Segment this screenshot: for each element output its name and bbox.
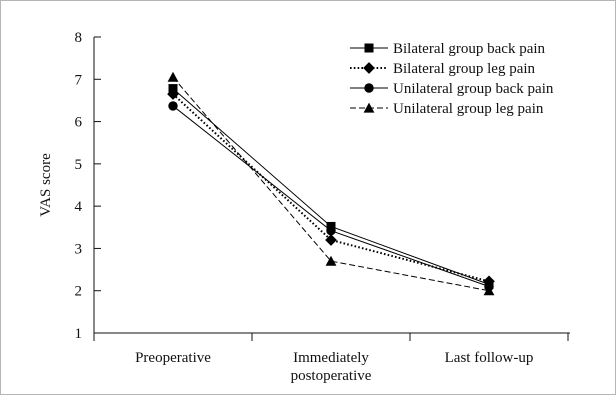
series-point (325, 234, 337, 246)
series-point (167, 88, 179, 100)
y-tick-label: 6 (75, 115, 83, 131)
series-layer (167, 71, 495, 296)
y-tick-label: 7 (75, 72, 83, 88)
legend-label: Bilateral group back pain (393, 41, 546, 57)
legend-marker (364, 43, 374, 53)
legend-marker (363, 102, 375, 113)
series-line (172, 88, 490, 285)
legend-marker (363, 62, 375, 74)
y-tick-label: 2 (75, 284, 83, 300)
y-tick-label: 1 (75, 326, 83, 342)
x-tick-label: Last follow-up (445, 350, 534, 366)
x-tick-label: postoperative (291, 368, 372, 384)
legend-marker (364, 83, 374, 93)
series-point (483, 285, 495, 296)
y-tick-label: 4 (75, 199, 83, 215)
legend-label: Unilateral group leg pain (393, 101, 544, 117)
y-ticks: 1 2 3 4 5 6 7 8 (75, 30, 101, 342)
series-point (167, 71, 179, 82)
y-tick-label: 3 (75, 241, 83, 257)
series-point (326, 225, 336, 236)
y-axis-label: VAS score (38, 153, 54, 217)
y-tick-label: 8 (75, 30, 83, 46)
x-tick-labels: Preoperative Immediately postoperative Last… (135, 350, 533, 384)
series-line (172, 93, 490, 283)
series-point (168, 101, 178, 111)
legend-label: Unilateral group back pain (393, 81, 554, 97)
legend: Bilateral group back pain Bilateral group… (350, 41, 554, 117)
series-point (325, 255, 337, 266)
x-tick-label: Preoperative (135, 350, 211, 366)
x-tick-label: Immediately (293, 350, 369, 366)
legend-label: Bilateral group leg pain (393, 61, 536, 77)
y-tick-label: 5 (75, 157, 83, 173)
